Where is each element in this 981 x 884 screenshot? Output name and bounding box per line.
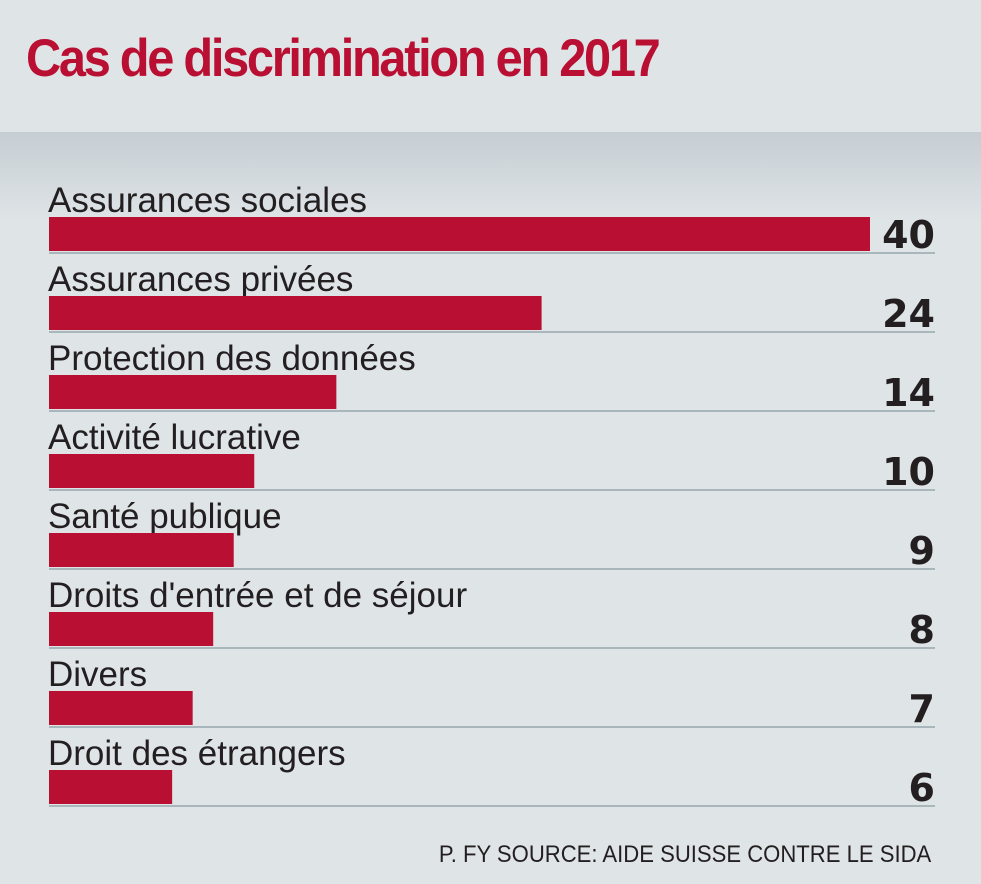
category-label: Assurances privées (48, 260, 353, 299)
value-label: 10 (882, 450, 935, 494)
header-band: Cas de discrimination en 2017 (0, 0, 981, 132)
bar-row: Divers 7 (48, 655, 935, 731)
bar (49, 454, 255, 488)
source-credit: P. FY SOURCE: AIDE SUISSE CONTRE LE SIDA (438, 841, 931, 868)
bar (49, 217, 870, 251)
bar (49, 770, 173, 804)
bar-row: Protection des données 14 (48, 339, 935, 415)
bar (49, 691, 193, 725)
category-label: Divers (48, 655, 147, 694)
category-label: Assurances sociales (48, 181, 367, 220)
value-label: 24 (882, 292, 935, 336)
category-label: Santé publique (48, 497, 282, 536)
value-label: 7 (909, 687, 935, 731)
value-label: 9 (909, 529, 935, 573)
bar (49, 296, 542, 330)
chart-title: Cas de discrimination en 2017 (26, 29, 661, 88)
bar-row: Droits d'entrée et de séjour 8 (48, 576, 935, 652)
bar-row: Assurances privées 24 (48, 260, 935, 336)
bar-row: Santé publique 9 (48, 497, 935, 573)
category-label: Droits d'entrée et de séjour (48, 576, 467, 615)
value-label: 8 (909, 608, 935, 652)
category-label: Droit des étrangers (48, 734, 346, 773)
bar (49, 533, 234, 567)
value-label: 6 (909, 766, 935, 810)
value-label: 40 (882, 213, 935, 257)
category-label: Activité lucrative (48, 418, 301, 457)
bar-row: Assurances sociales 40 (48, 181, 935, 257)
header-shadow (0, 132, 981, 222)
bar (49, 375, 337, 409)
bar-row: Activité lucrative 10 (48, 418, 935, 494)
category-label: Protection des données (48, 339, 416, 378)
bar-row: Droit des étrangers 6 (48, 734, 935, 810)
value-label: 14 (882, 371, 935, 415)
bar (49, 612, 214, 646)
